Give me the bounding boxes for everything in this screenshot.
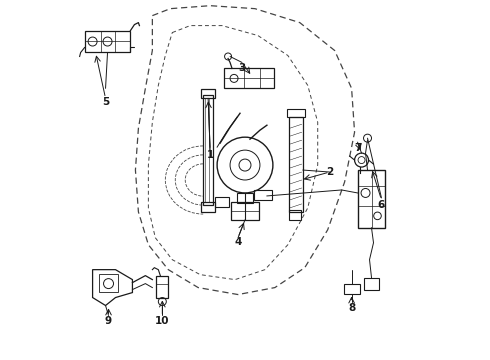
Text: 6: 6: [378, 200, 385, 210]
Text: 5: 5: [102, 97, 109, 107]
Bar: [364, 278, 379, 289]
Text: 8: 8: [348, 302, 355, 312]
Bar: [85, 31, 130, 53]
Bar: [287, 109, 305, 117]
Bar: [237, 193, 253, 203]
Text: 7: 7: [354, 143, 361, 153]
Bar: [203, 95, 213, 205]
Bar: [289, 210, 301, 220]
Bar: [289, 117, 303, 212]
Text: 3: 3: [239, 63, 245, 73]
Bar: [156, 276, 168, 298]
Bar: [231, 202, 259, 220]
Bar: [224, 68, 274, 88]
Bar: [254, 190, 272, 200]
Text: 1: 1: [206, 150, 214, 160]
Text: 9: 9: [105, 316, 112, 327]
Bar: [201, 202, 215, 212]
Bar: [98, 274, 119, 292]
Text: 10: 10: [155, 316, 170, 327]
Bar: [201, 89, 215, 98]
Text: 2: 2: [326, 167, 333, 177]
Text: 4: 4: [234, 237, 242, 247]
Bar: [343, 284, 360, 293]
Bar: [215, 197, 229, 207]
Bar: [358, 170, 386, 228]
